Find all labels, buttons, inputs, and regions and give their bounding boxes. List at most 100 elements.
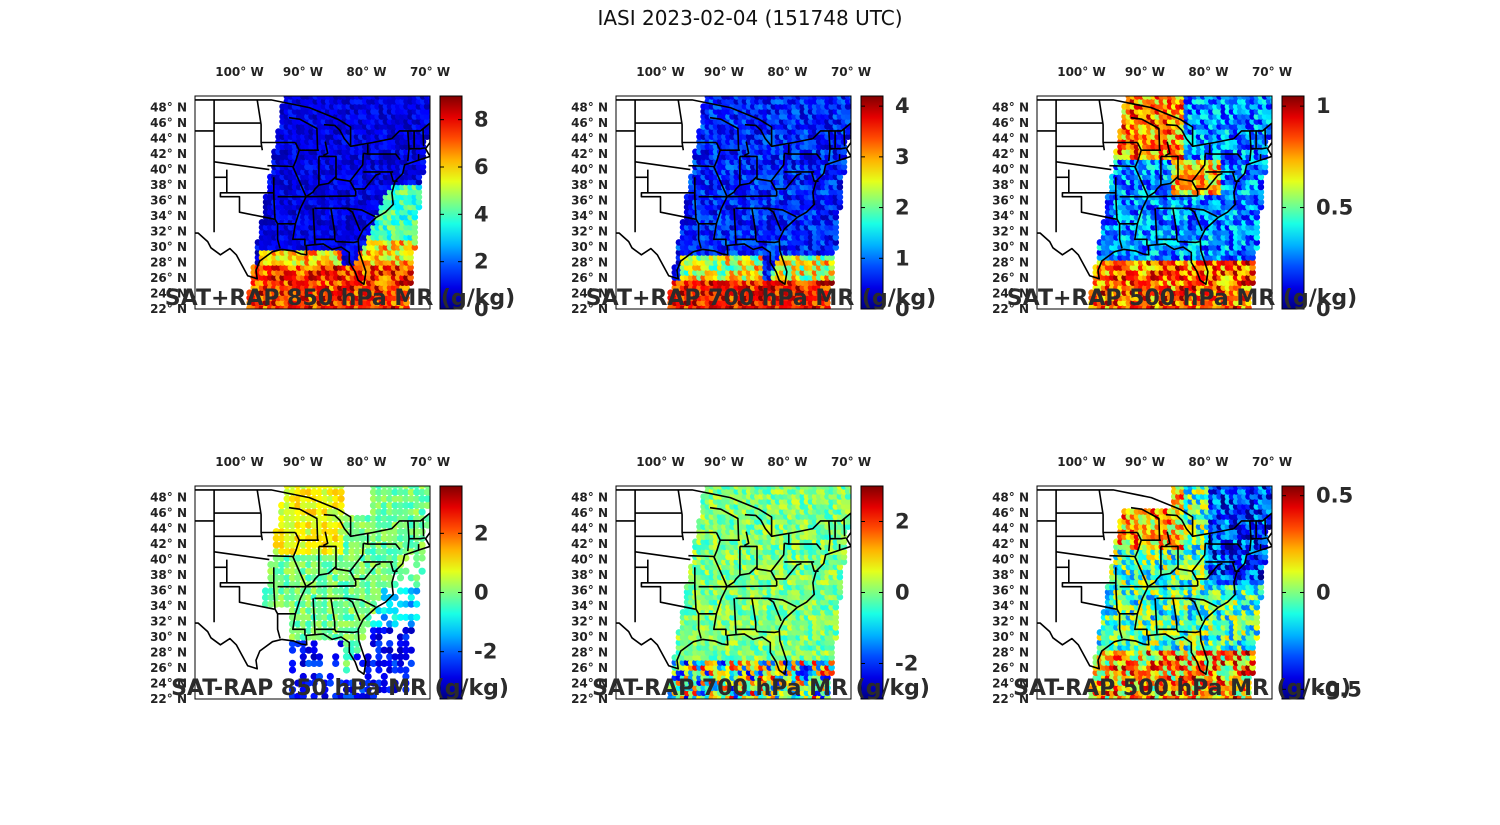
- retrieval-point: [403, 284, 410, 291]
- retrieval-point: [832, 213, 840, 221]
- retrieval-point: [403, 294, 410, 302]
- lon-tick-label: 70° W: [831, 65, 871, 79]
- lat-tick-label: 36° N: [571, 194, 608, 208]
- retrieval-point: [1257, 178, 1265, 186]
- lon-tick-label: 70° W: [410, 65, 450, 79]
- panel-sat-plus-rap-700: 100° W 90° W 80° W 70° W 48° N 46° N 44° N 42° …: [531, 60, 991, 360]
- retrieval-point: [828, 269, 835, 276]
- retrieval-point: [832, 239, 840, 246]
- map-700-total: 100° W 90° W 80° W 70° W48° N46° N44° N42° …: [571, 65, 910, 321]
- lat-tick-label: 22° N: [571, 302, 608, 316]
- boundary-line: [312, 208, 316, 244]
- boundary-line: [751, 208, 757, 240]
- retrieval-point: [419, 163, 427, 171]
- retrieval-point: [836, 188, 844, 196]
- lat-tick-label: 30° N: [571, 240, 608, 254]
- boundary-line: [323, 123, 352, 147]
- retrieval-point: [1257, 173, 1265, 181]
- retrieval-point: [415, 198, 423, 206]
- retrieval-point: [832, 234, 840, 241]
- boundary-line: [389, 171, 398, 182]
- retrieval-point: [1257, 203, 1265, 211]
- retrieval-point: [828, 264, 835, 271]
- boundary-line: [760, 207, 797, 218]
- lat-tick-label: 40° N: [571, 163, 608, 177]
- boundary-line: [640, 169, 696, 220]
- retrieval-point: [1245, 289, 1252, 296]
- boundary-line: [273, 177, 281, 249]
- boundary-line: [315, 238, 358, 244]
- boundary-line: [318, 176, 337, 186]
- lat-tick-label: 28° N: [150, 256, 187, 270]
- retrieval-point: [1265, 133, 1272, 140]
- retrieval-point: [1249, 264, 1256, 271]
- boundary-line: [363, 152, 401, 161]
- lon-tick-label: 90° W: [283, 65, 323, 79]
- boundary-line: [288, 116, 319, 151]
- colorbar-tick-label: 2: [895, 196, 910, 220]
- retrieval-point: [844, 133, 851, 140]
- boundary-line: [767, 207, 782, 232]
- retrieval-point: [415, 203, 423, 211]
- retrieval-point: [415, 173, 423, 181]
- colorbar-tick-label: 4: [474, 202, 489, 226]
- lon-tick-label: 90° W: [704, 65, 744, 79]
- state-boundaries: [195, 99, 430, 285]
- retrieval-point: [411, 244, 419, 251]
- retrieval-point: [1253, 213, 1261, 221]
- state-boundaries: [616, 99, 851, 285]
- lat-tick-label: 42° N: [571, 147, 608, 161]
- panel-title: SAT+RAP 700 hPa MR (g/kg): [585, 286, 937, 311]
- boundary-line: [713, 166, 728, 246]
- retrieval-point: [1245, 299, 1252, 307]
- retrieval-point: [824, 289, 831, 296]
- retrieval-point: [836, 193, 844, 201]
- retrieval-point: [1265, 118, 1272, 125]
- lat-tick-label: 48° N: [150, 101, 187, 115]
- retrieval-point: [840, 158, 848, 166]
- boundary-line: [292, 142, 300, 167]
- retrieval-point: [828, 279, 835, 286]
- retrieval-point: [1253, 208, 1261, 216]
- retrieval-point: [836, 183, 844, 191]
- retrieval-point: [840, 148, 848, 156]
- retrieval-point: [1253, 239, 1261, 246]
- boundary-line: [330, 208, 336, 240]
- colorbar: [439, 95, 463, 310]
- retrieval-point: [1257, 188, 1265, 196]
- boundary-line: [744, 123, 773, 147]
- boundary-line: [736, 238, 779, 244]
- retrieval-point: [411, 213, 419, 221]
- retrieval-point: [407, 249, 414, 256]
- panel-sat-plus-rap-850: 100° W 90° W 80° W 70° W 48° N 46° N 44° N 42° …: [110, 60, 570, 360]
- lat-tick-label: 28° N: [571, 256, 608, 270]
- retrieval-point: [840, 163, 848, 171]
- boundary-line: [727, 195, 777, 198]
- retrieval-point: [423, 133, 430, 140]
- retrieval-point: [407, 279, 414, 286]
- retrieval-point: [419, 158, 427, 166]
- retrieval-point: [1261, 168, 1269, 176]
- retrieval-point: [411, 234, 419, 241]
- retrieval-point: [411, 224, 419, 231]
- retrieval-point: [844, 118, 851, 125]
- retrieval-point: [1265, 128, 1272, 135]
- lat-tick-label: 42° N: [150, 147, 187, 161]
- retrieval-point: [824, 299, 831, 307]
- retrieval-point: [832, 229, 840, 236]
- lat-tick-label: 34° N: [150, 209, 187, 223]
- boundary-line: [713, 142, 721, 167]
- boundary-line: [733, 208, 737, 244]
- retrieval-point: [415, 193, 423, 201]
- retrieval-point: [423, 108, 430, 115]
- lon-tick-label: 100° W: [215, 65, 263, 79]
- boundary-line: [743, 141, 750, 157]
- boundary-line: [688, 164, 715, 168]
- retrieval-point: [415, 183, 423, 191]
- retrieval-point: [1253, 244, 1261, 251]
- retrieval-point: [1249, 254, 1256, 261]
- retrieval-point: [844, 113, 851, 120]
- retrieval-point: [415, 188, 423, 196]
- retrieval-point: [832, 244, 840, 251]
- boundary-line: [774, 172, 802, 190]
